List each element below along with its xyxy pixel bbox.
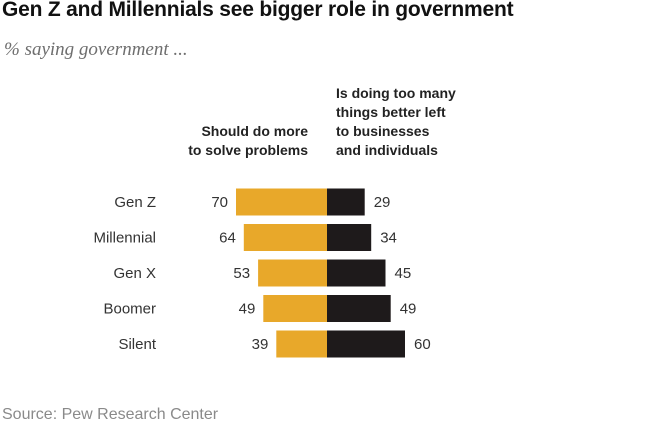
source-note: Source: Pew Research Center (2, 406, 219, 423)
legend-should-do-more: Should do more to solve problems (188, 122, 308, 160)
legend-line: and individuals (336, 142, 438, 158)
value-label-doing-too-many-millennial: 34 (380, 230, 397, 247)
chart-subtitle: % saying government ... (4, 39, 188, 60)
legend-doing-too-many: Is doing too many things better left to … (336, 84, 456, 160)
bar-should-do-more-gen-z (236, 188, 327, 216)
value-label-should-do-more-gen-x: 53 (233, 265, 250, 282)
bar-doing-too-many-gen-x (327, 259, 386, 287)
legend-line: to businesses (336, 123, 430, 139)
value-label-doing-too-many-gen-z: 29 (374, 194, 391, 211)
category-label-millennial: Millennial (93, 230, 156, 247)
bar-should-do-more-millennial (243, 224, 327, 251)
legend-line: Is doing too many (336, 85, 456, 101)
legend-line: Should do more (201, 123, 308, 139)
category-label-silent: Silent (118, 336, 156, 353)
value-label-doing-too-many-gen-x: 45 (395, 265, 412, 282)
category-label-gen-x: Gen X (113, 265, 156, 282)
value-label-should-do-more-silent: 39 (252, 336, 269, 353)
category-label-gen-z: Gen Z (114, 194, 156, 211)
bar-should-do-more-silent (276, 330, 327, 358)
bar-should-do-more-boomer (263, 295, 327, 322)
bar-should-do-more-gen-x (258, 259, 327, 287)
category-label-boomer: Boomer (103, 301, 156, 318)
value-label-should-do-more-gen-z: 70 (211, 194, 228, 211)
chart-title: Gen Z and Millennials see bigger role in… (2, 0, 514, 21)
value-label-doing-too-many-silent: 60 (414, 336, 431, 353)
value-label-should-do-more-millennial: 64 (219, 230, 236, 247)
value-label-should-do-more-boomer: 49 (239, 301, 256, 318)
legend-line: to solve problems (188, 142, 308, 158)
bar-doing-too-many-millennial (327, 224, 372, 251)
bar-doing-too-many-gen-z (327, 188, 365, 216)
bar-doing-too-many-boomer (327, 295, 391, 322)
legend-line: things better left (336, 104, 446, 120)
value-label-doing-too-many-boomer: 49 (400, 301, 417, 318)
bar-doing-too-many-silent (327, 330, 405, 358)
